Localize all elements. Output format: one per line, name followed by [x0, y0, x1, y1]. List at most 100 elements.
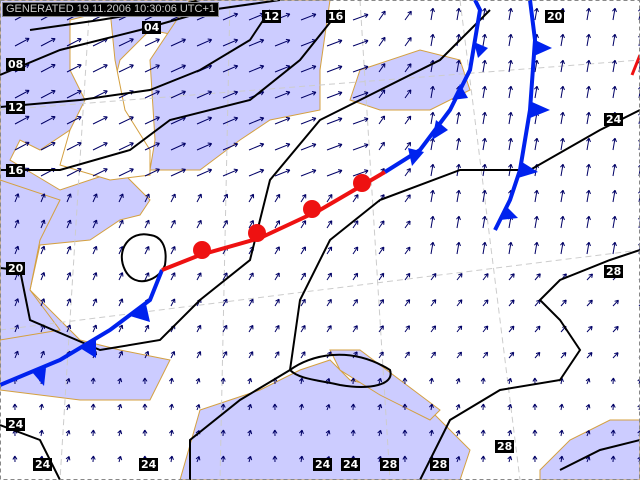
wind-arrow-icon: [430, 33, 435, 47]
isobar-low-closed: [120, 233, 167, 283]
wind-arrow-icon: [326, 169, 343, 177]
isobar-28: [419, 249, 640, 480]
isobar-label: 24: [313, 458, 333, 471]
wind-arrow-icon: [274, 298, 280, 307]
wind-arrow-icon: [222, 168, 239, 177]
wind-arrow-icon: [430, 299, 437, 307]
wind-arrow-icon: [196, 116, 213, 125]
wind-arrow-icon: [272, 429, 278, 437]
wind-arrow-icon: [274, 38, 291, 47]
wind-arrow-icon: [378, 325, 384, 333]
wind-arrow-icon: [40, 272, 46, 281]
wind-arrow-icon: [222, 298, 228, 307]
wind-arrow-icon: [300, 65, 317, 73]
wind-arrow-icon: [326, 246, 333, 255]
wind-arrow-icon: [430, 325, 437, 333]
isobar-label: 24: [139, 458, 159, 471]
wind-arrow-icon: [534, 351, 541, 359]
wind-arrow-icon: [430, 7, 435, 21]
wind-arrow-icon: [326, 220, 333, 229]
britain-land: [59, 9, 151, 181]
wind-arrow-icon: [144, 246, 150, 255]
cold-front-north: [383, 0, 488, 174]
wind-arrow-icon: [586, 299, 593, 307]
wind-arrow-icon: [352, 325, 358, 333]
wind-arrow-icon: [352, 194, 359, 203]
cold-front-triangle-icon: [432, 120, 448, 140]
wind-arrow-icon: [532, 377, 538, 385]
wind-arrow-icon: [92, 324, 98, 333]
wind-arrow-icon: [66, 272, 72, 281]
wind-arrow-icon: [560, 351, 567, 359]
wind-arrow-icon: [300, 193, 307, 203]
wind-arrow-icon: [508, 85, 513, 99]
wind-arrow-icon: [404, 115, 412, 125]
wind-arrow-icon: [222, 324, 228, 333]
wind-arrow-icon: [90, 455, 96, 463]
wind-arrow-icon: [612, 85, 617, 99]
wind-arrow-icon: [456, 325, 463, 333]
wind-arrow-icon: [90, 429, 96, 437]
wind-arrow-icon: [144, 219, 150, 229]
wind-arrow-icon: [170, 219, 176, 229]
wind-arrow-icon: [144, 324, 150, 333]
wind-arrow-icon: [612, 352, 619, 359]
wind-arrow-icon: [482, 33, 487, 47]
wind-arrow-icon: [274, 324, 280, 333]
wind-arrow-icon: [560, 299, 567, 307]
wind-arrow-icon: [92, 116, 108, 125]
wind-arrow-icon: [169, 377, 174, 385]
wind-arrow-icon: [14, 89, 30, 99]
warm-front-fragment: [630, 54, 640, 76]
wind-arrow-icon: [40, 63, 56, 73]
wind-arrow-icon: [40, 193, 46, 203]
wind-arrow-icon: [117, 403, 123, 411]
wind-arrow-icon: [117, 377, 123, 385]
wind-arrow-icon: [222, 90, 239, 99]
wind-arrow-icon: [300, 351, 306, 359]
wind-arrow-icon: [586, 137, 591, 151]
wind-arrow-icon: [430, 272, 437, 281]
wind-arrow-icon: [196, 90, 213, 99]
wind-arrow-icon: [66, 141, 82, 151]
wind-arrow-icon: [40, 37, 56, 47]
wind-arrow-icon: [196, 38, 213, 47]
wind-arrow-icon: [248, 38, 265, 47]
wind-arrow-icon: [170, 246, 176, 255]
isobar-label: 28: [430, 458, 450, 471]
wind-arrow-icon: [610, 403, 616, 411]
aegean-sea: [539, 419, 640, 480]
isobar-08: [0, 0, 281, 76]
wind-arrow-icon: [560, 215, 565, 229]
wind-arrow-icon: [430, 351, 436, 359]
wind-arrow-icon: [248, 298, 254, 307]
wind-arrow-icon: [430, 163, 435, 177]
wind-arrow-icon: [456, 137, 461, 151]
wind-arrow-icon: [508, 59, 513, 73]
wind-arrow-icon: [300, 325, 306, 333]
wind-arrow-icon: [248, 324, 254, 333]
wind-arrow-icon: [220, 377, 226, 385]
wind-arrow-icon: [534, 215, 539, 229]
wind-arrow-icon: [196, 193, 202, 203]
wind-arrow-icon: [404, 89, 412, 99]
wind-arrow-icon: [14, 193, 20, 203]
wind-arrow-icon: [220, 455, 226, 463]
wind-arrow-icon: [404, 36, 412, 47]
wind-arrow-icon: [480, 403, 486, 411]
wind-arrow-icon: [456, 299, 463, 307]
wind-arrow-icon: [14, 115, 30, 125]
wind-arrow-icon: [247, 377, 253, 385]
wind-arrow-icon: [144, 142, 160, 151]
wind-arrow-icon: [456, 351, 463, 359]
wind-arrow-icon: [248, 142, 265, 151]
wind-arrow-icon: [170, 272, 176, 281]
wind-arrow-icon: [118, 324, 124, 333]
wind-arrow-icon: [222, 116, 239, 125]
isobar-28-east: [559, 439, 640, 471]
isobar-label: 04: [142, 21, 162, 34]
wind-arrow-icon: [560, 111, 565, 125]
wind-arrow-icon: [482, 189, 487, 203]
wind-arrow-icon: [534, 85, 539, 99]
isobar-12: [0, 9, 271, 108]
